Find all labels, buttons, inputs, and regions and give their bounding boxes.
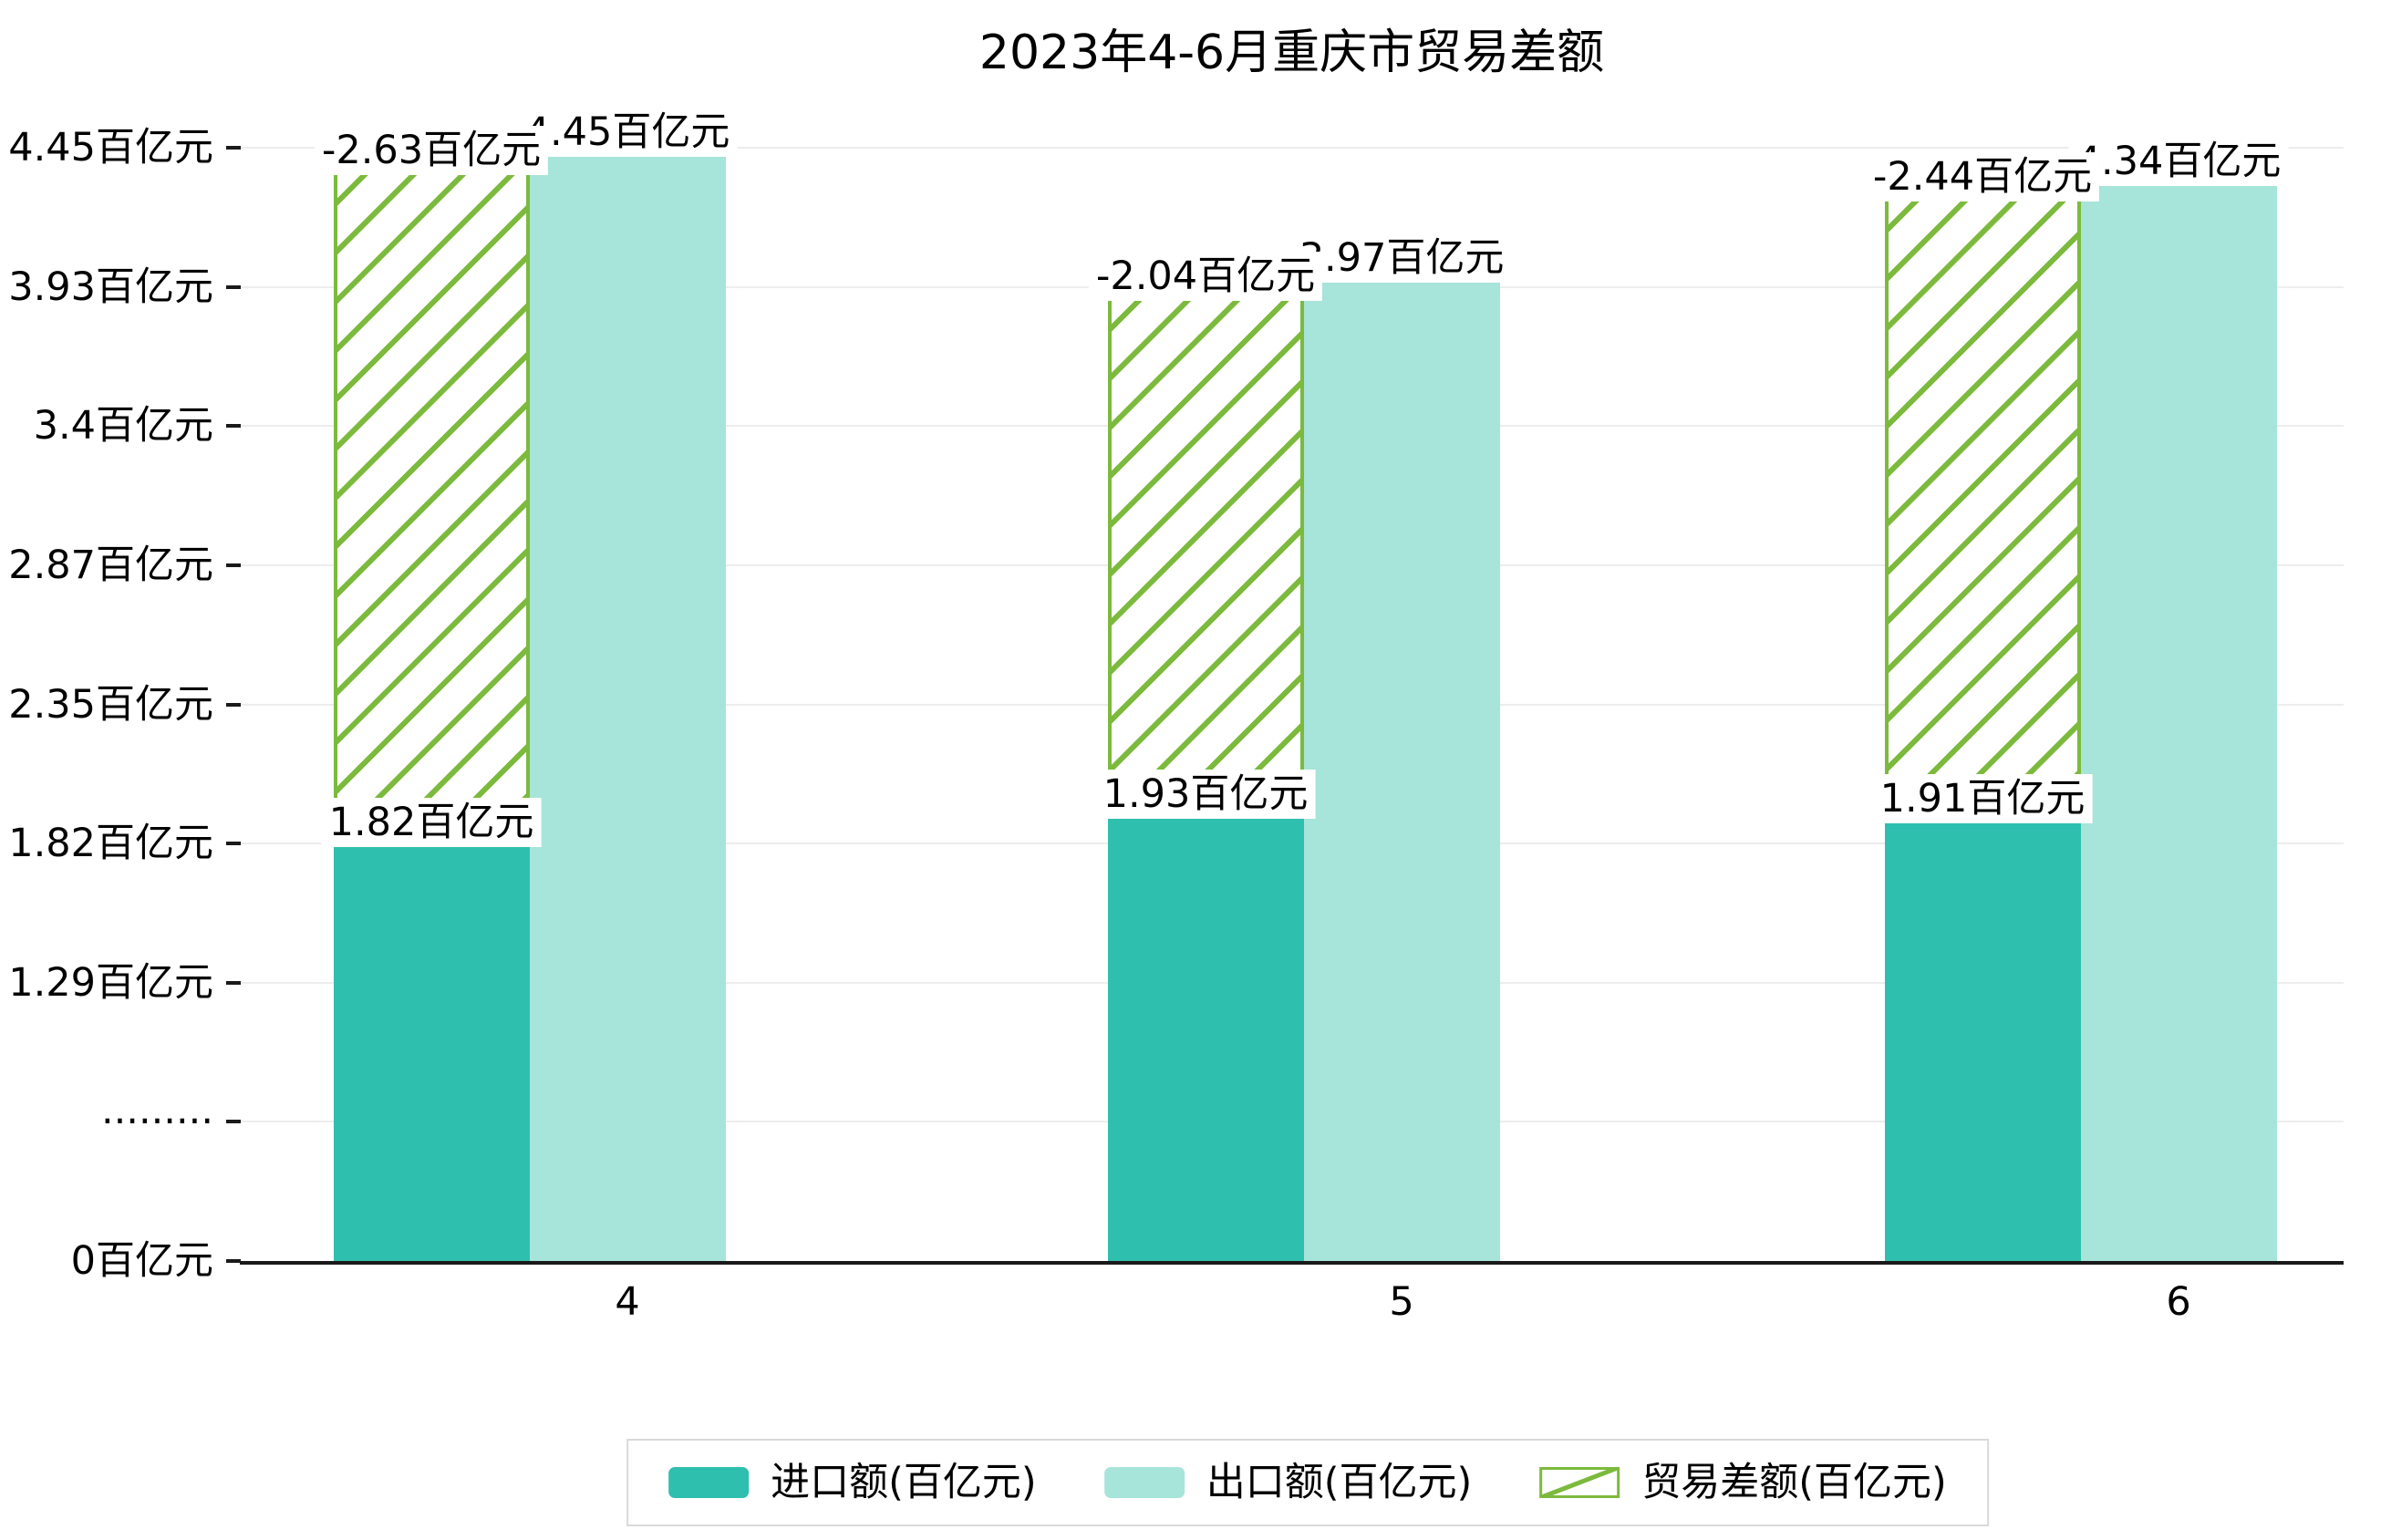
y-tick-label: 1.82百亿元 [8, 821, 213, 867]
legend-item: 贸易差额(百亿元) [1539, 1459, 1947, 1506]
legend-swatch [668, 1467, 750, 1498]
x-tick-label: 6 [2166, 1279, 2191, 1325]
y-tick-label: 3.4百亿元 [33, 403, 213, 450]
y-tick-mark [226, 1120, 241, 1124]
x-tick-label: 4 [615, 1279, 640, 1325]
export-value-label: 4.45百亿元 [517, 107, 738, 157]
y-tick-label: 0百亿元 [70, 1238, 213, 1284]
export-value-label: 3.97百亿元 [1291, 233, 1512, 284]
y-tick-label: 2.87百亿元 [8, 543, 213, 588]
legend-swatch [1103, 1467, 1185, 1498]
y-tick-label: 3.93百亿元 [8, 264, 213, 310]
bar-export [2080, 181, 2277, 1261]
y-tick-mark [226, 702, 241, 707]
import-value-label: 1.82百亿元 [321, 798, 542, 848]
balance-value-label: -2.63百亿元 [314, 125, 549, 175]
export-value-label: 4.34百亿元 [2068, 136, 2289, 186]
import-value-label: 1.93百亿元 [1095, 769, 1316, 819]
legend-swatch-hatched [1539, 1467, 1620, 1498]
balance-value-label: -2.04百亿元 [1088, 252, 1323, 302]
bar-export [1303, 279, 1500, 1261]
bar-export [529, 152, 726, 1261]
chart-title: 2023年4-6月重庆市贸易差额 [978, 26, 1605, 80]
gridline [240, 147, 2344, 150]
y-tick-label: 4.45百亿元 [8, 125, 213, 171]
y-tick-mark [226, 563, 241, 567]
legend-label: 出口额(百亿元) [1206, 1460, 1473, 1505]
y-tick-mark [226, 842, 241, 846]
bar-trade-balance [1884, 179, 2081, 821]
x-tick-label: 5 [1389, 1279, 1414, 1325]
hatch-line [1542, 1470, 1618, 1495]
y-tick-mark [226, 284, 241, 289]
y-tick-mark [226, 980, 241, 985]
y-tick-label: ········· [100, 1099, 213, 1145]
legend-item: 进口额(百亿元) [668, 1459, 1037, 1506]
x-axis-line [240, 1261, 2344, 1265]
bar-import [333, 843, 530, 1261]
legend-label: 贸易差额(百亿元) [1641, 1460, 1947, 1505]
bar-trade-balance [1107, 279, 1304, 815]
bar-trade-balance [333, 152, 530, 844]
bar-import [1884, 820, 2081, 1261]
y-tick-label: 1.29百亿元 [8, 959, 213, 1006]
legend-item: 出口额(百亿元) [1103, 1459, 1473, 1506]
legend-label: 进口额(百亿元) [771, 1460, 1037, 1505]
y-tick-mark [226, 146, 241, 150]
y-tick-mark [226, 1259, 241, 1263]
y-tick-label: 2.35百亿元 [8, 681, 213, 728]
legend: 进口额(百亿元) 出口额(百亿元) 贸易差额(百亿元) [626, 1439, 1989, 1526]
bar-import [1107, 814, 1304, 1261]
balance-value-label: -2.44百亿元 [1865, 151, 2100, 202]
y-tick-mark [226, 424, 241, 429]
import-value-label: 1.91百亿元 [1872, 774, 2093, 824]
